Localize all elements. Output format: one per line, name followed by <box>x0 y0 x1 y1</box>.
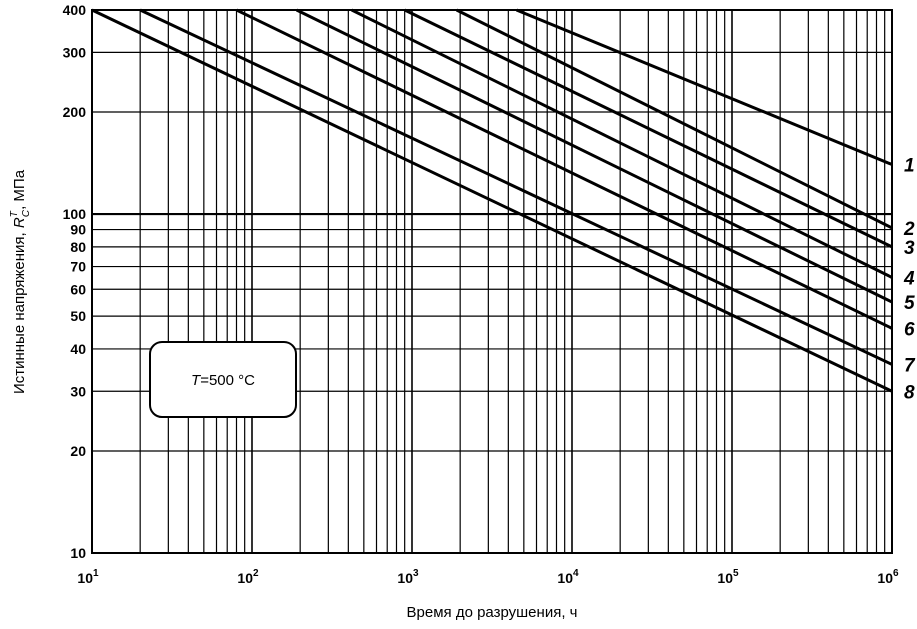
y-tick-label: 200 <box>63 104 87 120</box>
x-tick-label: 106 <box>877 568 899 586</box>
y-tick-label: 50 <box>70 308 86 324</box>
series-line-3 <box>404 8 893 249</box>
series-line-6 <box>235 8 893 330</box>
series-line-8 <box>91 8 893 393</box>
series-label-6: 6 <box>904 319 915 340</box>
series-label-2: 2 <box>903 219 915 240</box>
y-tick-label: 100 <box>63 206 87 222</box>
annotation-box <box>149 341 297 418</box>
y-tick-label: 80 <box>70 239 86 255</box>
x-tick-label: 103 <box>397 568 419 586</box>
y-tick-label: 60 <box>70 281 86 297</box>
y-tick-label: 300 <box>63 44 87 60</box>
y-tick-label: 90 <box>70 222 86 238</box>
series-label-8: 8 <box>904 382 915 403</box>
series-lines <box>91 8 893 393</box>
x-tick-label: 101 <box>77 568 99 586</box>
x-axis-label: Время до разрушения, ч <box>407 604 578 621</box>
y-tick-label: 70 <box>70 259 86 275</box>
series-line-5 <box>295 8 893 304</box>
series-line-2 <box>455 8 893 230</box>
annotation-text: T=500 °C <box>191 372 255 389</box>
x-tick-label: 105 <box>717 568 739 586</box>
series-line-1 <box>515 8 893 166</box>
series-label-1: 1 <box>904 156 915 177</box>
series-line-7 <box>139 8 893 366</box>
grid <box>91 9 893 554</box>
y-axis-label: Истинные напряжения, RTC, МПа <box>9 169 32 394</box>
plot-frame <box>91 9 893 554</box>
y-tick-label: 10 <box>70 545 86 561</box>
series-label-3: 3 <box>904 238 915 259</box>
series-line-4 <box>351 8 893 279</box>
series-label-4: 4 <box>903 268 915 289</box>
x-ticks: 101 102 103 104 105 106 <box>77 568 899 586</box>
x-tick-label: 102 <box>237 568 259 586</box>
y-tick-label: 20 <box>70 443 86 459</box>
series-label-5: 5 <box>904 293 915 314</box>
y-tick-label: 40 <box>70 341 86 357</box>
y-tick-label: 30 <box>70 383 86 399</box>
series-label-7: 7 <box>904 355 916 376</box>
y-tick-label: 400 <box>63 2 87 18</box>
temperature-annotation: T=500 °C <box>149 341 297 418</box>
x-tick-label: 104 <box>557 568 579 586</box>
